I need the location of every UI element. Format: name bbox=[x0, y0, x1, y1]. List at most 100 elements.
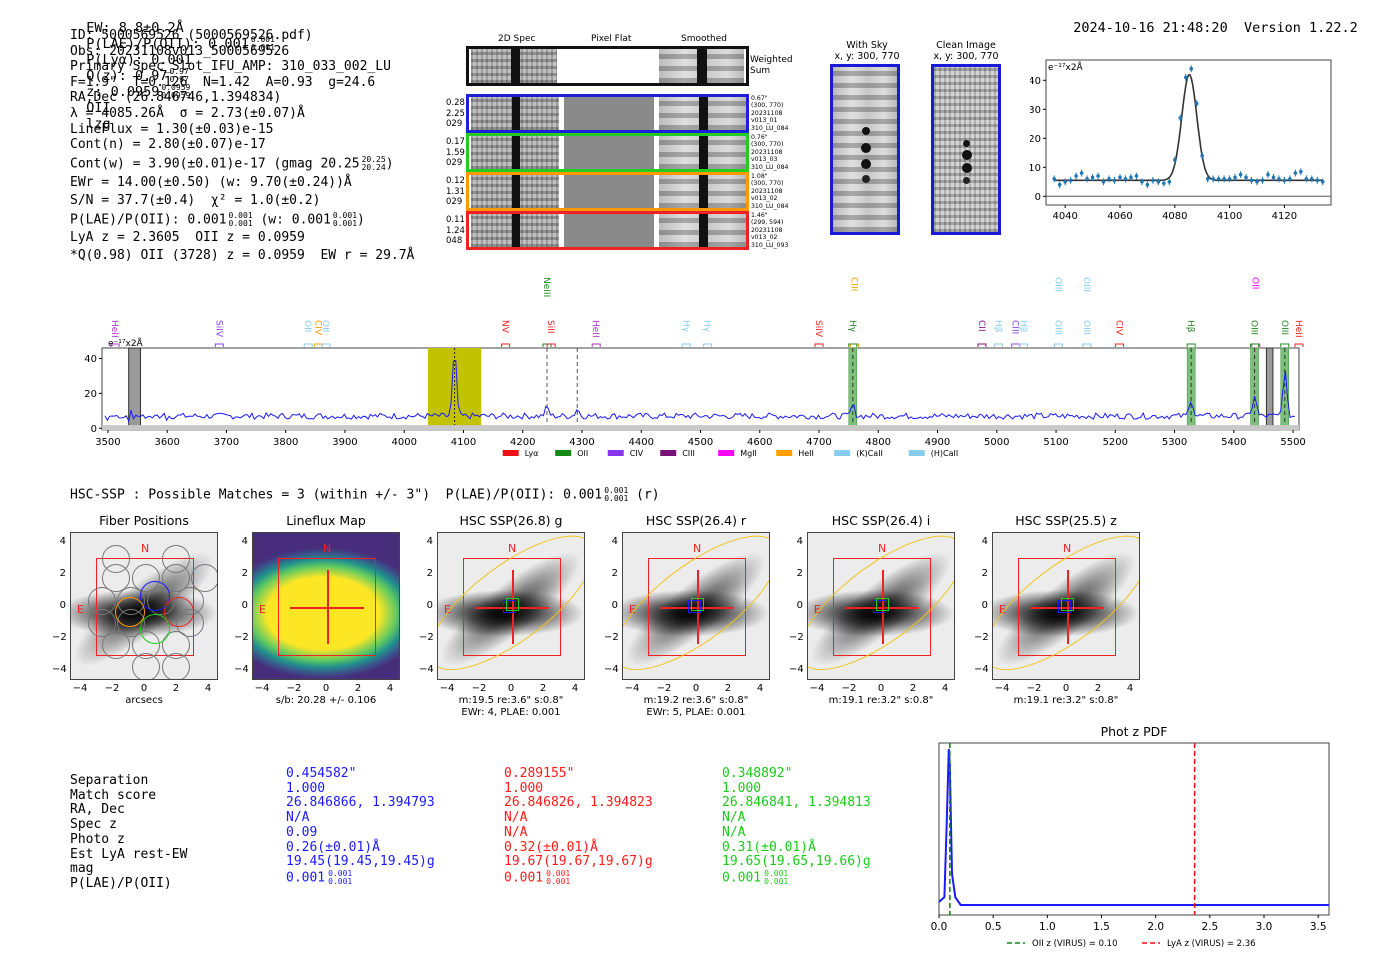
compass-east: E bbox=[628, 602, 636, 616]
x-tick-label: 2 bbox=[172, 683, 180, 694]
cutout-row-frame bbox=[466, 172, 749, 211]
header-plya: P(Lyα): 0.001 bbox=[86, 52, 192, 68]
cutout-left-value: 0.28 bbox=[446, 98, 465, 108]
x-tick-label: 3600 bbox=[154, 437, 179, 448]
emission-trace bbox=[699, 175, 708, 208]
with-sky-title: With Sky x, y: 300, 770 bbox=[834, 40, 900, 62]
legend-swatch bbox=[834, 450, 851, 456]
x-tick-label: 0 bbox=[322, 683, 330, 694]
header-z: z: 0.0959 bbox=[86, 84, 160, 100]
y-tick-label: 0 bbox=[611, 600, 618, 611]
data-point bbox=[1244, 175, 1248, 180]
x-tick-label: 5100 bbox=[1043, 437, 1068, 448]
data-point bbox=[1167, 180, 1172, 184]
y-tick-label: 2 bbox=[241, 568, 248, 579]
header-qz-range: 0.97 0.97 bbox=[169, 67, 189, 84]
info-lya: LyA z = 2.3605 OII z = 0.0959 bbox=[70, 230, 305, 246]
plae-lo: 0.001 bbox=[764, 876, 789, 886]
hsc-panel-caption: s/b: 20.28 +/- 0.106 bbox=[275, 695, 377, 706]
line-id-bracket bbox=[1280, 343, 1290, 347]
x-tick-label: 5300 bbox=[1162, 437, 1187, 448]
y-tick-label: 0 bbox=[59, 600, 66, 611]
legend-swatch bbox=[555, 450, 572, 456]
cutout-left-value: 1.24 bbox=[446, 225, 465, 236]
y-tick-label: −4 bbox=[419, 664, 434, 675]
y-tick-label: 0 bbox=[426, 600, 433, 611]
line-id-bracket bbox=[110, 343, 120, 347]
info-radec: RA,Dec (26.846746,1.394834) bbox=[70, 90, 282, 106]
x-tick-label: 4 bbox=[756, 683, 764, 694]
cutout-row-right-labels: 0.67" (300, 770) 20231108 v013_01 310_LU_084 bbox=[751, 95, 788, 132]
cutout-left-value: 029 bbox=[446, 158, 463, 168]
x-tick-label: 4600 bbox=[747, 437, 772, 448]
data-point bbox=[1178, 116, 1183, 120]
cutout-right-value: (300, 770) bbox=[751, 102, 784, 110]
line-id-label: SiIV bbox=[213, 320, 223, 338]
matched-line-band bbox=[1250, 347, 1259, 431]
match-value: 19.67(19.67,19.67)g bbox=[504, 854, 653, 870]
data-point bbox=[1255, 180, 1259, 184]
line-id-bracket bbox=[1018, 343, 1028, 347]
cutout-right-value: (300, 770) bbox=[751, 141, 784, 149]
crosshair-vertical bbox=[512, 570, 514, 644]
match-marker-blue bbox=[503, 599, 517, 613]
data-point bbox=[1052, 177, 1057, 181]
info-lambda: λ = 4085.26Å σ = 2.73(±0.07)Å bbox=[70, 105, 305, 121]
data-point bbox=[1227, 177, 1232, 181]
info-cont-w: Cont(w) = 3.90(±0.01)e-17 (gmag 20.25 20.… bbox=[70, 154, 394, 172]
line-id-bracket bbox=[1082, 343, 1092, 347]
emission-trace bbox=[699, 136, 708, 169]
line-id-bracket bbox=[1250, 343, 1260, 347]
header-qz: Q(z): 0.97 bbox=[86, 68, 168, 84]
legend-swatch bbox=[776, 450, 793, 456]
match-marker-blue bbox=[1058, 599, 1072, 613]
info-params: F=1.9" T=0.126 N=1.42 A=0.93 g=24.6 bbox=[70, 74, 376, 90]
weighted-smoothed bbox=[659, 49, 744, 83]
label-photo-z: Photo z bbox=[70, 831, 125, 847]
data-point bbox=[1288, 177, 1292, 181]
hsc-panel-caption-2: EWr: 4, PLAE: 0.001 bbox=[461, 707, 561, 718]
x-tick-label: 4200 bbox=[510, 437, 535, 448]
y-tick-label: 10 bbox=[1030, 163, 1041, 174]
line-id-bracket bbox=[994, 343, 1004, 347]
x-tick-label: 0.0 bbox=[931, 921, 948, 933]
x-tick-label: 2 bbox=[724, 683, 732, 694]
y-tick-label: −2 bbox=[52, 632, 67, 643]
line-id-label: CIII bbox=[849, 277, 859, 291]
line-id-bracket bbox=[1186, 343, 1196, 347]
y-tick-label: −4 bbox=[974, 664, 989, 675]
cutout-row-right-labels: 1.08" (300, 770) 20231108 v013_02 310_LU_084 bbox=[751, 173, 788, 210]
aperture-box bbox=[462, 557, 562, 657]
line-id-bracket bbox=[848, 343, 858, 347]
weighted-sum-label: Weighted Sum bbox=[750, 55, 793, 76]
x-tick-label: 4400 bbox=[629, 437, 654, 448]
y-tick-label: 0 bbox=[981, 600, 988, 611]
match-marker-blue bbox=[688, 599, 702, 613]
x-tick-label: −2 bbox=[1026, 683, 1042, 694]
x-tick-label: 4300 bbox=[569, 437, 594, 448]
compass-east: E bbox=[813, 602, 821, 616]
data-point bbox=[1304, 177, 1309, 181]
cutout-right-value: 0.67" bbox=[751, 95, 768, 102]
match-marker-green bbox=[506, 598, 520, 612]
y-tick-label: 30 bbox=[1030, 105, 1041, 116]
y-tick-label: −2 bbox=[604, 632, 619, 643]
header-plae: P(LAE)/P(OII): 0.001 bbox=[86, 36, 249, 52]
cutout-right-value: v013_02 bbox=[751, 195, 778, 203]
data-point bbox=[1222, 177, 1226, 181]
cutout-left-value: 0.12 bbox=[446, 176, 465, 186]
legend-label: OII bbox=[577, 449, 588, 458]
match-value: N/A bbox=[504, 810, 528, 826]
x-tick-label: 3.0 bbox=[1256, 921, 1273, 933]
x-tick-label: 2.5 bbox=[1201, 921, 1218, 933]
match-value: 26.846866, 1.394793 bbox=[286, 795, 435, 811]
data-point bbox=[1299, 169, 1303, 174]
x-tick-label: −4 bbox=[439, 683, 455, 694]
label-ra-dec: RA, Dec bbox=[70, 802, 125, 818]
cutout-row-frame bbox=[466, 211, 749, 250]
matched-fiber-circle bbox=[139, 581, 170, 612]
col-title-smoothed: Smoothed bbox=[681, 34, 727, 44]
data-point bbox=[1156, 180, 1161, 184]
